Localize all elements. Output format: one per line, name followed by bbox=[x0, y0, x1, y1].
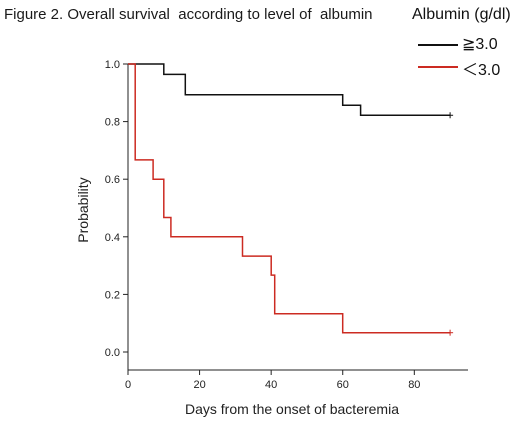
y-tick-label: 1.0 bbox=[105, 59, 120, 71]
x-tick-label: 20 bbox=[193, 379, 205, 391]
legend-swatch-lt3 bbox=[418, 66, 458, 68]
legend-item-lt3: ＜3.0 bbox=[418, 56, 518, 79]
y-tick-label: 0.8 bbox=[105, 117, 120, 129]
series-line-ge3 bbox=[128, 63, 451, 117]
y-tick-label: 0.4 bbox=[105, 232, 120, 244]
x-axis-label: Days from the onset of bacteremia bbox=[185, 401, 399, 417]
legend-swatch-ge3 bbox=[418, 44, 458, 46]
axes: 0.0 0.2 0.4 0.6 0.8 1.0 0 20 40 60 80 bbox=[105, 59, 468, 391]
y-tick-label: 0.2 bbox=[105, 289, 120, 301]
figure-title: Figure 2. Overall survival according to … bbox=[4, 6, 373, 23]
x-tick-label: 40 bbox=[265, 379, 277, 391]
x-tick-label: 0 bbox=[125, 379, 131, 391]
x-tick-label: 80 bbox=[408, 379, 420, 391]
series-layer bbox=[128, 63, 454, 336]
x-tick-label: 60 bbox=[337, 379, 349, 391]
series-line-lt3 bbox=[128, 63, 451, 334]
y-tick-label: 0.6 bbox=[105, 174, 120, 186]
legend-title: Albumin (g/dl) bbox=[412, 6, 511, 23]
y-axis-label: Probability bbox=[75, 177, 91, 242]
legend-item-ge3: ≧3.0 bbox=[418, 34, 518, 56]
legend: Albumin (g/dl) ≧3.0 ＜3.0 bbox=[412, 6, 520, 79]
legend-label-lt3: ＜3.0 bbox=[462, 62, 501, 79]
legend-label-ge3: ≧3.0 bbox=[462, 36, 498, 53]
y-tick-label: 0.0 bbox=[105, 347, 120, 359]
